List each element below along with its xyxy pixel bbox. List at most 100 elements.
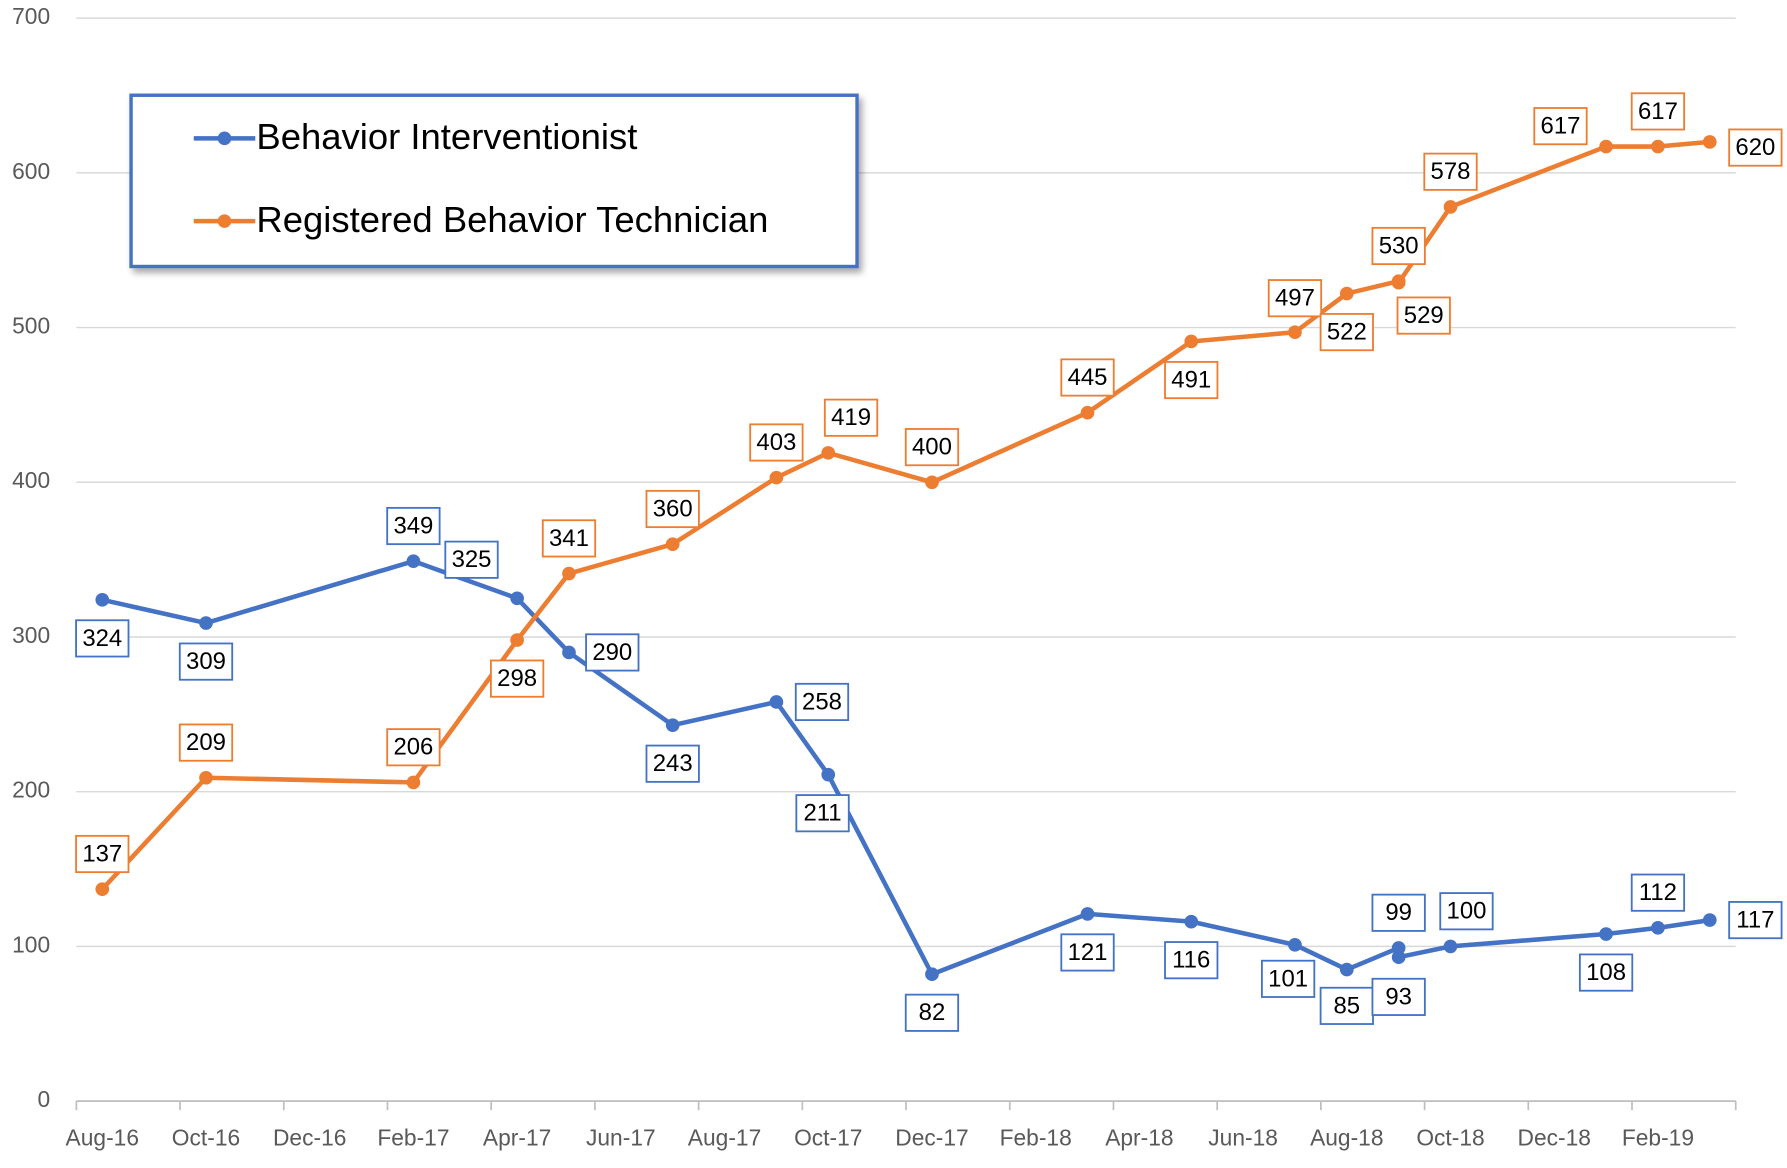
data-label: 112 — [1639, 879, 1677, 906]
data-label-box — [386, 506, 441, 546]
x-tick-label: Oct-17 — [794, 1125, 862, 1151]
data-point — [1651, 921, 1665, 935]
data-label-box — [1439, 892, 1494, 931]
data-label: 258 — [802, 688, 842, 715]
data-label: 209 — [186, 729, 226, 756]
data-point — [1339, 962, 1354, 977]
data-label: 445 — [1068, 364, 1108, 391]
data-label: 85 — [1333, 992, 1360, 1019]
data-label-box — [386, 728, 441, 767]
x-tick-label: Apr-17 — [483, 1125, 551, 1151]
data-label-box — [585, 633, 640, 672]
data-point — [925, 475, 939, 490]
data-point — [1080, 405, 1095, 420]
y-tick-label: 400 — [12, 467, 50, 493]
x-tick-label: Aug-16 — [66, 1125, 139, 1151]
data-label: 137 — [82, 840, 122, 867]
data-point — [925, 967, 939, 982]
data-label: 121 — [1068, 939, 1108, 966]
legend-marker — [217, 131, 232, 146]
data-label-box — [490, 659, 545, 698]
data-point — [821, 446, 836, 460]
data-point — [199, 770, 213, 785]
data-label-box — [1371, 226, 1426, 266]
data-point — [1702, 913, 1717, 927]
data-label-box — [1319, 986, 1374, 1025]
data-point — [1651, 139, 1665, 154]
data-point — [406, 554, 421, 568]
data-point — [1391, 275, 1406, 290]
data-label-box — [1060, 933, 1115, 972]
data-label: 403 — [756, 429, 796, 456]
y-tick-label: 700 — [12, 3, 50, 29]
data-point — [769, 695, 784, 709]
data-label: 100 — [1447, 898, 1487, 925]
data-label: 617 — [1541, 113, 1581, 140]
data-label-box — [823, 398, 879, 437]
data-label: 101 — [1268, 965, 1308, 992]
data-labels: 324 309 349 325 290 243 258 211 82 121 116 101 85 99 9… — [75, 92, 1783, 1032]
legend-box — [129, 93, 859, 269]
x-tick-label: Feb-19 — [1622, 1125, 1694, 1151]
x-tick-label: Apr-18 — [1105, 1125, 1173, 1151]
data-point — [406, 775, 421, 790]
data-label: 206 — [393, 734, 433, 761]
data-label: 529 — [1404, 302, 1444, 329]
data-label: 93 — [1385, 983, 1412, 1010]
data-label-box — [1164, 360, 1219, 400]
data-point — [1443, 939, 1458, 954]
data-label: 298 — [497, 665, 537, 692]
data-label-box — [645, 744, 700, 783]
data-label: 497 — [1275, 285, 1315, 312]
data-label-box — [541, 519, 597, 558]
data-point — [1443, 200, 1458, 214]
data-point — [1288, 325, 1302, 340]
data-point — [1080, 907, 1095, 921]
data-point — [1599, 927, 1613, 941]
data-label: 400 — [912, 434, 952, 461]
data-label-box — [75, 834, 130, 874]
data-point — [821, 767, 836, 782]
data-point — [1599, 139, 1613, 154]
y-tick-label: 200 — [12, 777, 50, 803]
data-label: 522 — [1327, 319, 1367, 346]
data-label: 116 — [1172, 947, 1210, 974]
x-tick-label: Dec-18 — [1518, 1125, 1591, 1151]
plot — [95, 135, 1717, 982]
data-label: 211 — [803, 800, 841, 827]
data-label-box — [1319, 313, 1374, 352]
data-label: 620 — [1735, 134, 1775, 161]
data-label-box — [645, 489, 700, 529]
data-label: 325 — [452, 546, 492, 573]
data-point — [95, 882, 110, 896]
data-label: 578 — [1431, 158, 1471, 185]
data-label-box — [749, 423, 804, 462]
data-point — [1702, 135, 1717, 149]
data-label: 290 — [592, 639, 632, 666]
data-label-box — [904, 428, 960, 467]
data-label-box — [75, 619, 130, 658]
data-label-box — [1728, 901, 1783, 940]
data-point — [769, 470, 784, 485]
data-label: 108 — [1586, 959, 1626, 986]
data-label-box — [1630, 92, 1686, 131]
data-label-box — [794, 682, 850, 722]
data-label: 530 — [1379, 232, 1419, 259]
data-label-box — [1396, 296, 1451, 335]
y-tick-label: 600 — [12, 158, 50, 184]
data-label: 324 — [82, 625, 122, 652]
data-label-box — [1060, 358, 1115, 397]
data-point — [1184, 914, 1199, 929]
x-tick-label: Aug-17 — [688, 1125, 761, 1151]
data-label: 99 — [1385, 899, 1412, 926]
data-label-box — [444, 540, 499, 579]
data-label: 360 — [653, 495, 693, 522]
data-point — [199, 616, 213, 630]
y-tick-label: 300 — [12, 622, 50, 648]
x-tick-label: Aug-18 — [1310, 1125, 1383, 1151]
data-label-box — [1578, 953, 1634, 992]
data-label-box — [178, 723, 234, 762]
x-tick-label: Jun-17 — [586, 1125, 656, 1151]
